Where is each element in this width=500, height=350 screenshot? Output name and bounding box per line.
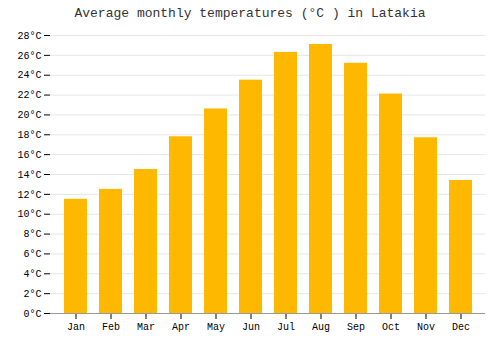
svg-text:2°C: 2°C	[23, 289, 41, 300]
svg-text:Mar: Mar	[137, 322, 155, 333]
svg-text:Oct: Oct	[382, 322, 400, 333]
svg-text:20°C: 20°C	[17, 110, 41, 121]
svg-text:Sep: Sep	[347, 322, 365, 333]
svg-text:Apr: Apr	[172, 322, 190, 333]
svg-text:12°C: 12°C	[17, 190, 41, 201]
svg-text:Jun: Jun	[242, 322, 260, 333]
svg-text:Aug: Aug	[312, 322, 330, 333]
svg-text:Dec: Dec	[452, 322, 470, 333]
svg-text:28°C: 28°C	[17, 31, 41, 42]
svg-text:18°C: 18°C	[17, 130, 41, 141]
svg-text:Nov: Nov	[417, 322, 435, 333]
svg-text:Jul: Jul	[277, 322, 295, 333]
svg-text:10°C: 10°C	[17, 209, 41, 220]
svg-text:4°C: 4°C	[23, 269, 41, 280]
svg-text:0°C: 0°C	[23, 309, 41, 320]
svg-text:14°C: 14°C	[17, 170, 41, 181]
svg-text:6°C: 6°C	[23, 249, 41, 260]
svg-text:16°C: 16°C	[17, 150, 41, 161]
svg-text:26°C: 26°C	[17, 51, 41, 62]
svg-text:Jan: Jan	[67, 322, 85, 333]
svg-text:22°C: 22°C	[17, 90, 41, 101]
svg-text:Feb: Feb	[102, 322, 120, 333]
html-text:Average monthly temperatures (: Average monthly temperatures (°C ) in La…	[74, 6, 426, 21]
svg-text:May: May	[207, 322, 225, 333]
svg-text:24°C: 24°C	[17, 70, 41, 81]
svg-text:8°C: 8°C	[23, 229, 41, 240]
